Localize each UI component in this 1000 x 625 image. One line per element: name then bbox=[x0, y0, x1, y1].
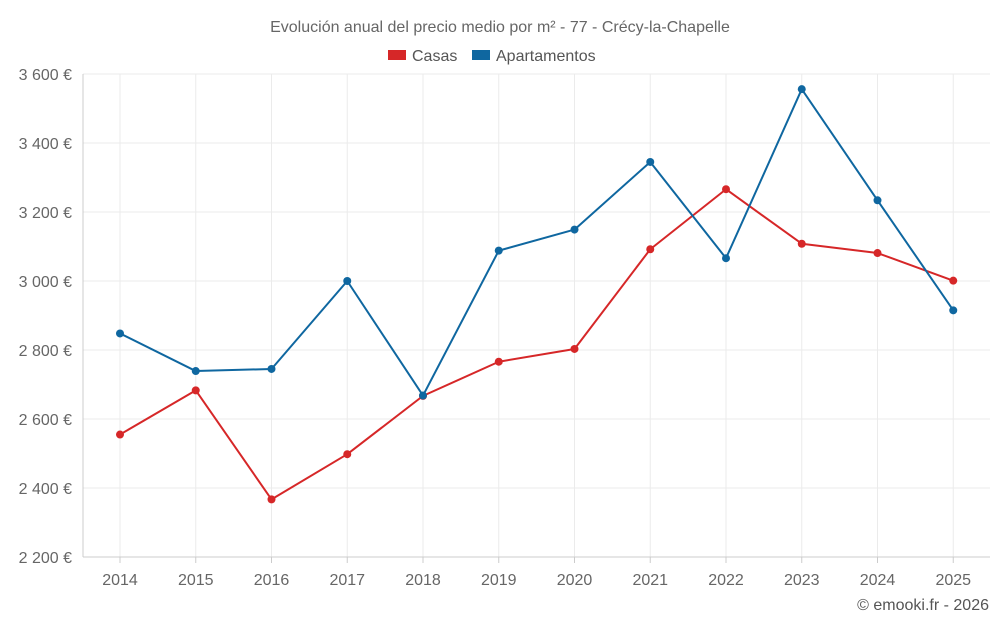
data-point-apartamentos[interactable] bbox=[191, 367, 200, 376]
data-point-apartamentos[interactable] bbox=[873, 196, 882, 205]
x-tick-label: 2024 bbox=[860, 572, 896, 589]
y-tick-label: 3 200 € bbox=[19, 205, 72, 222]
x-tick-label: 2025 bbox=[935, 572, 971, 589]
data-point-casas[interactable] bbox=[343, 450, 352, 459]
chart-title: Evolución anual del precio medio por m² … bbox=[270, 19, 730, 36]
x-tick-label: 2022 bbox=[708, 572, 744, 589]
data-point-casas[interactable] bbox=[949, 276, 958, 285]
y-tick-label: 2 800 € bbox=[19, 343, 72, 360]
data-point-apartamentos[interactable] bbox=[343, 277, 352, 285]
data-point-apartamentos[interactable] bbox=[494, 246, 503, 255]
data-point-apartamentos[interactable] bbox=[797, 85, 806, 94]
data-point-apartamentos[interactable] bbox=[116, 329, 124, 338]
legend-label-apartamentos[interactable]: Apartamentos bbox=[496, 48, 596, 65]
legend: Casas Apartamentos bbox=[388, 48, 596, 65]
series bbox=[116, 85, 958, 504]
series-line-casas bbox=[119, 188, 954, 501]
y-tick-label: 3 600 € bbox=[19, 67, 72, 84]
data-point-casas[interactable] bbox=[570, 344, 579, 353]
data-point-apartamentos[interactable] bbox=[949, 306, 958, 315]
data-point-casas[interactable] bbox=[797, 239, 806, 248]
y-tick-label: 3 400 € bbox=[19, 136, 72, 153]
data-point-apartamentos[interactable] bbox=[267, 364, 276, 373]
data-point-casas[interactable] bbox=[494, 357, 503, 366]
x-tick-label: 2015 bbox=[178, 572, 214, 589]
y-tick-label: 2 600 € bbox=[19, 412, 72, 429]
axes: 2 200 € 2 400 € 2 600 € 2 800 € 3 000 € 3 200… bbox=[19, 67, 990, 589]
data-point-apartamentos[interactable] bbox=[570, 225, 579, 234]
grid bbox=[83, 73, 990, 558]
x-tick-label: 2017 bbox=[329, 572, 365, 589]
y-tick-label: 2 400 € bbox=[19, 481, 72, 498]
x-tick-label: 2018 bbox=[405, 572, 441, 589]
x-tick-label: 2020 bbox=[557, 572, 593, 589]
data-point-apartamentos[interactable] bbox=[722, 254, 730, 263]
legend-swatch-apartamentos bbox=[472, 50, 490, 60]
x-tick-label: 2019 bbox=[481, 572, 517, 589]
x-tick-label: 2023 bbox=[784, 572, 820, 589]
credit-text: © emooki.fr - 2026 bbox=[857, 597, 989, 614]
data-point-casas[interactable] bbox=[646, 245, 655, 254]
data-point-casas[interactable] bbox=[191, 386, 200, 395]
series-line-apartamentos bbox=[119, 88, 955, 397]
data-point-casas[interactable] bbox=[116, 430, 124, 439]
legend-label-casas[interactable]: Casas bbox=[412, 48, 457, 65]
x-tick-label: 2016 bbox=[254, 572, 290, 589]
y-tick-label: 2 200 € bbox=[19, 550, 72, 567]
y-tick-label: 3 000 € bbox=[19, 274, 72, 291]
data-point-casas[interactable] bbox=[722, 185, 730, 194]
data-point-apartamentos[interactable] bbox=[646, 157, 655, 166]
data-point-casas[interactable] bbox=[873, 249, 882, 258]
legend-swatch-casas bbox=[388, 50, 406, 60]
x-tick-label: 2021 bbox=[632, 572, 668, 589]
data-point-casas[interactable] bbox=[267, 495, 276, 504]
data-point-apartamentos[interactable] bbox=[419, 391, 427, 400]
x-tick-label: 2014 bbox=[102, 572, 138, 589]
